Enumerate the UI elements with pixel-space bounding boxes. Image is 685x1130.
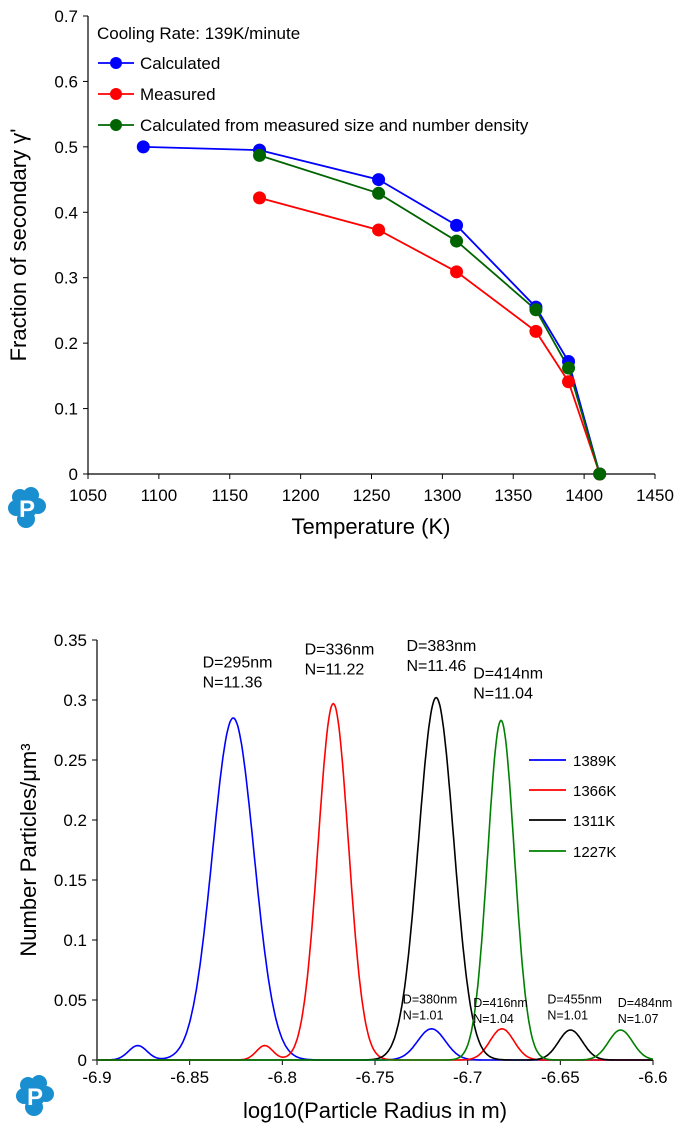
legend-label-1311k: 1311K <box>573 813 615 830</box>
chart1-x-tick-label: 1300 <box>423 486 461 505</box>
chart2-series <box>97 696 654 1061</box>
data-point-calculated <box>372 173 386 187</box>
data-point-measured <box>253 191 267 205</box>
chart1-legend: Cooling Rate: 139K/minute Calculated Mea… <box>97 24 529 135</box>
legend-label-calculated-from-measured: Calculated from measured size and number… <box>140 116 529 135</box>
data-point-measured <box>562 375 576 389</box>
chart1-x-ticks: 1050 1100 1150 1200 1250 1300 1350 1400 1450 <box>69 474 674 505</box>
peak-annotation: N=11.46 <box>407 658 467 675</box>
pandat-p-logo-icon: P <box>8 487 46 528</box>
legend-label-1227k: 1227K <box>573 844 616 861</box>
chart2-x-tick-label: -6.85 <box>170 1068 209 1087</box>
peak-annotation: D=380nm <box>403 993 458 1007</box>
chart1-y-tick-label: 0.6 <box>54 72 78 91</box>
legend-marker-calculated <box>110 57 122 69</box>
data-point-calculated-from-measured-size-and-number-density <box>562 361 576 375</box>
chart2-x-tick-label: -6.8 <box>268 1068 297 1087</box>
peak-annotation: D=295nm <box>203 655 273 672</box>
pandat-p-logo-icon: P <box>16 1075 54 1116</box>
chart-fraction-vs-temperature: 1050 1100 1150 1200 1250 1300 1350 1400 1450 0 0.… <box>6 7 674 539</box>
chart1-x-tick-label: 1400 <box>565 486 603 505</box>
peak-annotation: D=336nm <box>305 641 375 658</box>
chart1-x-tick-label: 1150 <box>211 486 248 505</box>
chart2-legend: 1389K 1366K 1311K 1227K <box>529 753 616 861</box>
chart2-y-ticks: 0 0.05 0.1 0.15 0.2 0.25 0.3 0.35 <box>54 631 97 1070</box>
chart1-y-tick-label: 0 <box>69 465 78 484</box>
legend-marker-calculated-from-measured <box>110 119 122 131</box>
series-line-1227k <box>97 719 654 1061</box>
legend-label-measured: Measured <box>140 85 216 104</box>
chart1-x-tick-label: 1450 <box>636 486 674 505</box>
peak-annotation: N=1.07 <box>618 1012 659 1026</box>
chart1-x-axis-title: Temperature (K) <box>292 514 451 539</box>
chart2-x-tick-label: -6.6 <box>638 1068 667 1087</box>
svg-text:P: P <box>19 496 35 523</box>
chart1-title: Cooling Rate: 139K/minute <box>97 24 300 43</box>
chart2-y-tick-label: 0 <box>78 1051 87 1070</box>
chart1-y-axis-title: Fraction of secondary γ' <box>6 129 31 362</box>
chart1-y-tick-label: 0.2 <box>54 334 78 353</box>
chart2-peak-annotations: D=295nm N=11.36 D=336nm N=11.22 D=383nm N=11.… <box>203 638 673 1026</box>
data-point-calculated <box>450 218 464 232</box>
data-point-calculated-from-measured-size-and-number-density <box>372 186 386 200</box>
chart2-y-tick-label: 0.05 <box>54 991 87 1010</box>
peak-annotation: D=484nm <box>618 996 673 1010</box>
data-point-measured <box>529 324 543 338</box>
chart1-x-tick-label: 1350 <box>494 486 532 505</box>
chart1-x-tick-label: 1200 <box>282 486 320 505</box>
chart1-x-tick-label: 1100 <box>141 486 178 505</box>
chart1-y-tick-label: 0.4 <box>54 203 78 222</box>
chart1-y-tick-label: 0.1 <box>54 400 78 419</box>
data-point-calculated <box>136 140 150 154</box>
chart2-y-tick-label: 0.25 <box>54 751 87 770</box>
chart2-y-tick-label: 0.35 <box>54 631 87 650</box>
peak-annotation: N=1.04 <box>473 1012 514 1026</box>
chart2-y-axis-title: Number Particles/μm³ <box>16 743 41 956</box>
data-point-calculated-from-measured-size-and-number-density <box>593 467 607 481</box>
series-line-measured <box>259 197 601 475</box>
series-line-calculated-from-measured-size-and-number-density <box>259 154 601 475</box>
peak-annotation: N=1.01 <box>403 1009 444 1023</box>
legend-label-1366k: 1366K <box>573 783 616 800</box>
chart1-x-tick-label: 1050 <box>69 486 107 505</box>
chart2-x-tick-label: -6.75 <box>356 1068 395 1087</box>
legend-marker-measured <box>110 88 122 100</box>
peak-annotation: N=1.01 <box>547 1009 588 1023</box>
peak-annotation: N=11.04 <box>473 685 533 702</box>
chart2-y-tick-label: 0.3 <box>63 691 87 710</box>
data-point-measured <box>450 265 464 279</box>
chart2-y-tick-label: 0.15 <box>54 871 87 890</box>
chart1-y-ticks: 0 0.1 0.2 0.3 0.4 0.5 0.6 0.7 <box>54 7 88 484</box>
legend-label-1389k: 1389K <box>573 753 616 770</box>
legend-label-calculated: Calculated <box>140 54 220 73</box>
peak-annotation: D=383nm <box>407 638 477 655</box>
chart2-x-tick-label: -6.65 <box>541 1068 580 1087</box>
peak-annotation: D=455nm <box>547 993 602 1007</box>
chart2-x-axis-title: log10(Particle Radius in m) <box>243 1098 507 1123</box>
chart-particle-size-distribution: -6.9 -6.85 -6.8 -6.75 -6.7 -6.65 -6.6 0 0.05 0.1… <box>16 631 673 1123</box>
peak-annotation: D=414nm <box>473 665 543 682</box>
peak-annotation: N=11.36 <box>203 675 263 692</box>
chart2-x-ticks: -6.9 -6.85 -6.8 -6.75 -6.7 -6.65 -6.6 <box>82 1060 668 1087</box>
data-point-calculated-from-measured-size-and-number-density <box>450 234 464 248</box>
chart1-series <box>136 140 607 481</box>
chart1-y-tick-label: 0.3 <box>54 269 78 288</box>
peak-annotation: D=416nm <box>473 996 528 1010</box>
data-point-calculated-from-measured-size-and-number-density <box>529 303 543 317</box>
chart1-y-tick-label: 0.5 <box>54 138 78 157</box>
chart2-y-tick-label: 0.2 <box>63 811 87 830</box>
data-point-calculated-from-measured-size-and-number-density <box>253 148 267 162</box>
peak-annotation: N=11.22 <box>305 661 365 678</box>
chart1-y-tick-label: 0.7 <box>54 7 78 26</box>
chart1-x-tick-label: 1250 <box>353 486 391 505</box>
data-point-measured <box>372 223 386 237</box>
svg-text:P: P <box>27 1084 43 1111</box>
chart2-x-tick-label: -6.7 <box>453 1068 482 1087</box>
chart2-y-tick-label: 0.1 <box>63 931 87 950</box>
chart2-x-tick-label: -6.9 <box>82 1068 111 1087</box>
